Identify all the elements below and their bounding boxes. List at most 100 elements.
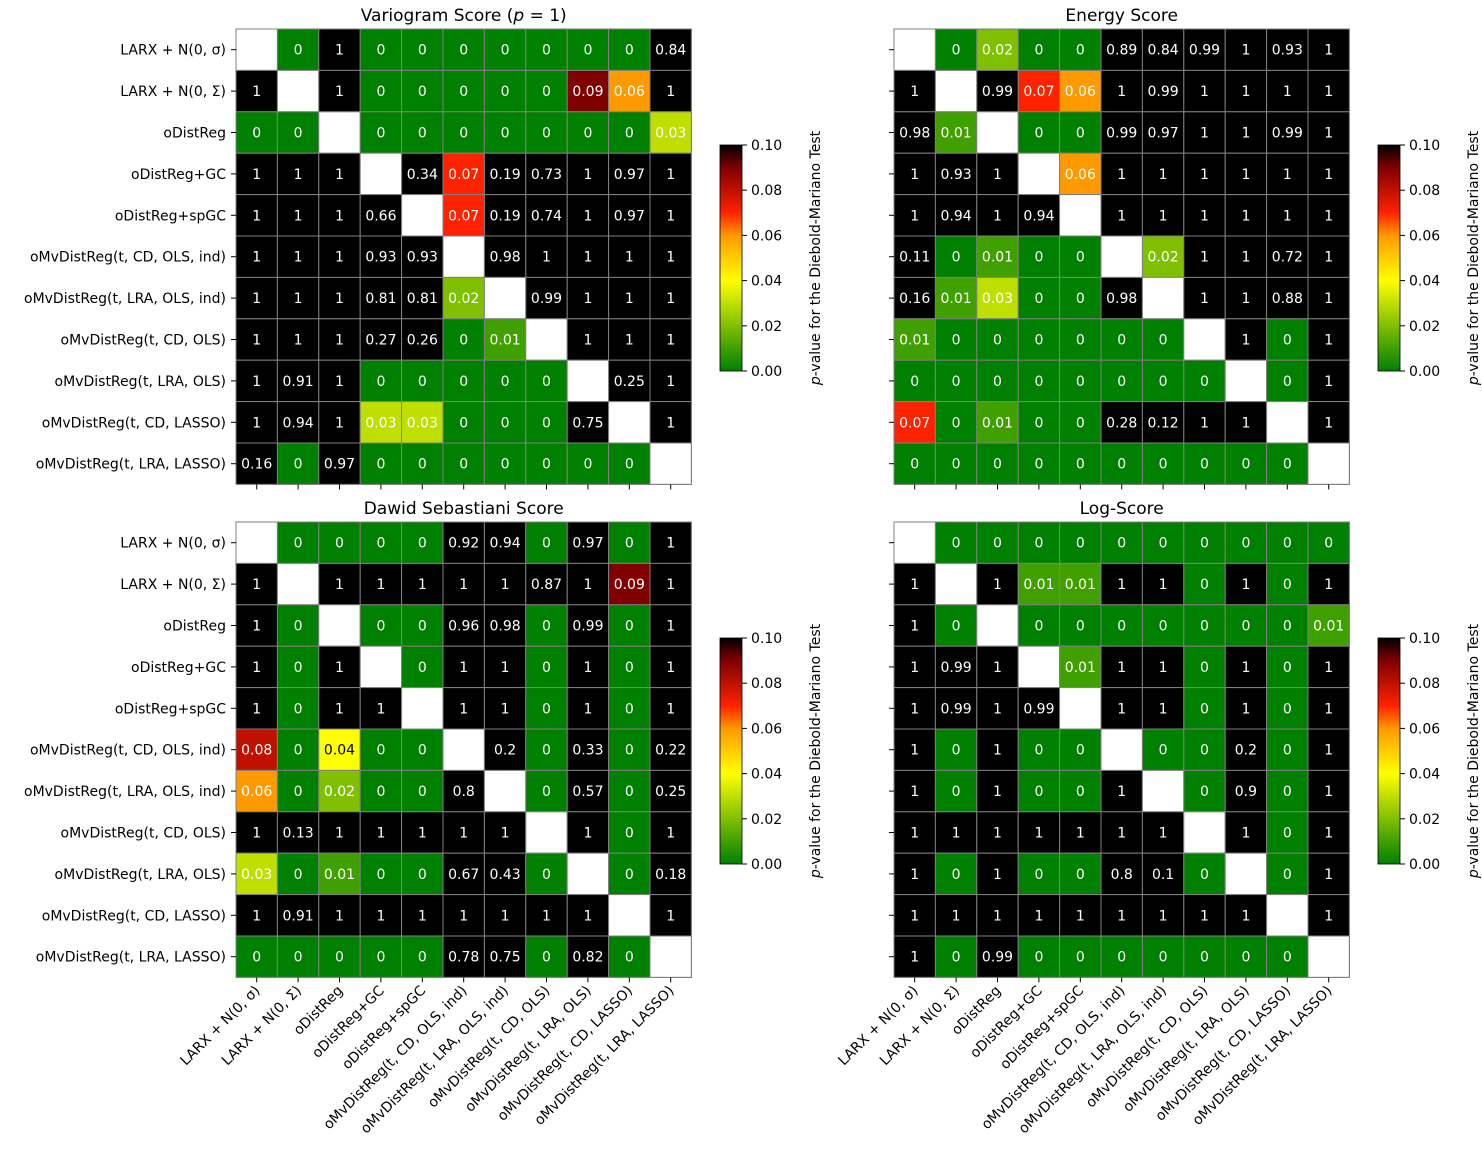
cell-value-label: 0.8: [1111, 867, 1133, 883]
cell-value-label: 0.66: [365, 208, 396, 224]
heatmap-cell: [893, 687, 936, 730]
y-tick-label: oDistReg: [163, 619, 226, 635]
y-tick-label: oDistReg+spGC: [115, 701, 226, 717]
cell-value-label: 1: [1283, 208, 1292, 224]
cell-value-label: 0.99: [1189, 43, 1220, 59]
cell-value-label: 1: [625, 250, 634, 266]
cell-value-label: 0.8: [453, 784, 475, 800]
panel-title: Energy Score: [1065, 6, 1178, 26]
heatmap-cell: [1224, 152, 1268, 196]
heatmap-cell: [608, 442, 651, 485]
heatmap-cell: [649, 852, 692, 896]
heatmap-cell: [483, 69, 527, 113]
heatmap-cell: [1266, 401, 1309, 444]
y-tick-label: oMvDistReg(t, CD, LASSO): [42, 415, 226, 431]
heatmap-cell: [1183, 318, 1226, 361]
cell-value-label: 1: [335, 84, 344, 100]
heatmap-cell: [1266, 894, 1309, 937]
heatmap-cell: [649, 401, 692, 444]
y-tick-label: oMvDistReg(t, CD, OLS, ind): [30, 743, 226, 759]
cell-value-label: 0: [993, 457, 1002, 473]
cell-value-label: 0.98: [490, 250, 521, 266]
heatmap-cell: [1183, 769, 1226, 813]
heatmap-cell: [1100, 769, 1143, 813]
heatmap-cell: [649, 442, 692, 485]
cell-value-label: 0: [294, 784, 303, 800]
heatmap-cell: [1059, 152, 1102, 196]
cell-value-label: 1: [1324, 908, 1333, 924]
heatmap-cell: [235, 769, 278, 813]
y-tick-label: oMvDistReg(t, CD, OLS, ind): [30, 250, 226, 266]
cell-value-label: 0.07: [448, 167, 479, 183]
cell-value-label: 0: [1283, 660, 1292, 676]
cell-value-label: 0: [294, 660, 303, 676]
heatmap-cell: [483, 235, 527, 278]
heatmap-cell: [934, 894, 978, 937]
cell-value-label: 0: [542, 536, 551, 552]
colorbar: 0.00 0.02 0.04 0.06 0.08 0.10 p-value for the …: [719, 130, 824, 386]
heatmap-cell: [525, 687, 568, 730]
cell-value-label: 0.73: [531, 167, 562, 183]
cell-value-label: 0.03: [365, 415, 396, 431]
cell-value-label: 1: [335, 374, 344, 390]
y-tick-label: oMvDistReg(t, LRA, OLS, ind): [24, 784, 226, 800]
cell-value-label: 0.99: [982, 950, 1013, 966]
heatmap-cell: [893, 521, 936, 564]
heatmap-cell: [359, 359, 403, 403]
heatmap-cell: [608, 894, 651, 937]
cell-value-label: 0: [952, 743, 961, 759]
heatmap-cell: [1059, 728, 1102, 771]
heatmap-cell: [1266, 359, 1309, 403]
cell-value-label: 0: [542, 374, 551, 390]
cell-value-label: 0.97: [572, 536, 603, 552]
cell-value-label: 0: [376, 867, 385, 883]
y-tick-label: oMvDistReg(t, LRA, OLS): [55, 374, 226, 390]
heatmap-cell: [566, 935, 610, 978]
heatmap-cell: [359, 152, 403, 196]
colorbar-tick-label: 0.00: [751, 857, 782, 873]
cell-value-label: 1: [1159, 208, 1168, 224]
cell-value-label: 1: [1159, 701, 1168, 717]
heatmap-cell: [1017, 645, 1061, 689]
heatmap-cell: [525, 152, 568, 196]
cell-value-label: 1: [252, 374, 261, 390]
cell-value-label: 0: [910, 457, 919, 473]
cell-value-label: 0.01: [324, 867, 355, 883]
heatmap-cell: [1183, 194, 1226, 237]
cell-value-label: 0.1: [1152, 867, 1174, 883]
cell-value-label: 1: [1324, 291, 1333, 307]
cell-value-label: 0: [952, 250, 961, 266]
heatmap-cell: [608, 401, 651, 444]
cell-value-label: 1: [1324, 126, 1333, 142]
colorbar-label: p-value for the Diebold-Mariano Test: [808, 130, 824, 386]
heatmap-cell: [1141, 521, 1185, 564]
cell-value-label: 0.03: [241, 867, 272, 883]
heatmap-cell: [649, 69, 692, 113]
cell-value-label: 0.94: [283, 415, 314, 431]
cell-value-label: 1: [335, 660, 344, 676]
heatmap-cell: [401, 318, 444, 361]
heatmap-cell: [1100, 276, 1143, 320]
cell-value-label: 0.02: [324, 784, 355, 800]
heatmap-cell: [525, 442, 568, 485]
heatmap-cell: [318, 359, 361, 403]
cell-value-label: 0: [1076, 950, 1085, 966]
heatmap-cell: [1224, 69, 1268, 113]
cell-value-label: 1: [993, 908, 1002, 924]
cell-value-label: 1: [993, 167, 1002, 183]
cell-value-label: 1: [1241, 701, 1250, 717]
heatmap-cell: [566, 852, 610, 896]
cell-value-label: 0: [1117, 619, 1126, 635]
cell-value-label: 0: [1034, 415, 1043, 431]
cell-value-label: 1: [1241, 208, 1250, 224]
heatmap-cell: [1224, 442, 1268, 485]
cell-value-label: 1: [501, 577, 510, 593]
heatmap-cell: [276, 69, 320, 113]
cell-value-label: 0.99: [531, 291, 562, 307]
cell-value-label: 1: [335, 250, 344, 266]
cell-value-label: 0: [1283, 619, 1292, 635]
heatmap-cell: [1307, 111, 1350, 154]
heatmap-cell: [934, 521, 978, 564]
colorbar-tick-label: 0.08: [751, 183, 782, 199]
heatmap-cell: [608, 769, 651, 813]
